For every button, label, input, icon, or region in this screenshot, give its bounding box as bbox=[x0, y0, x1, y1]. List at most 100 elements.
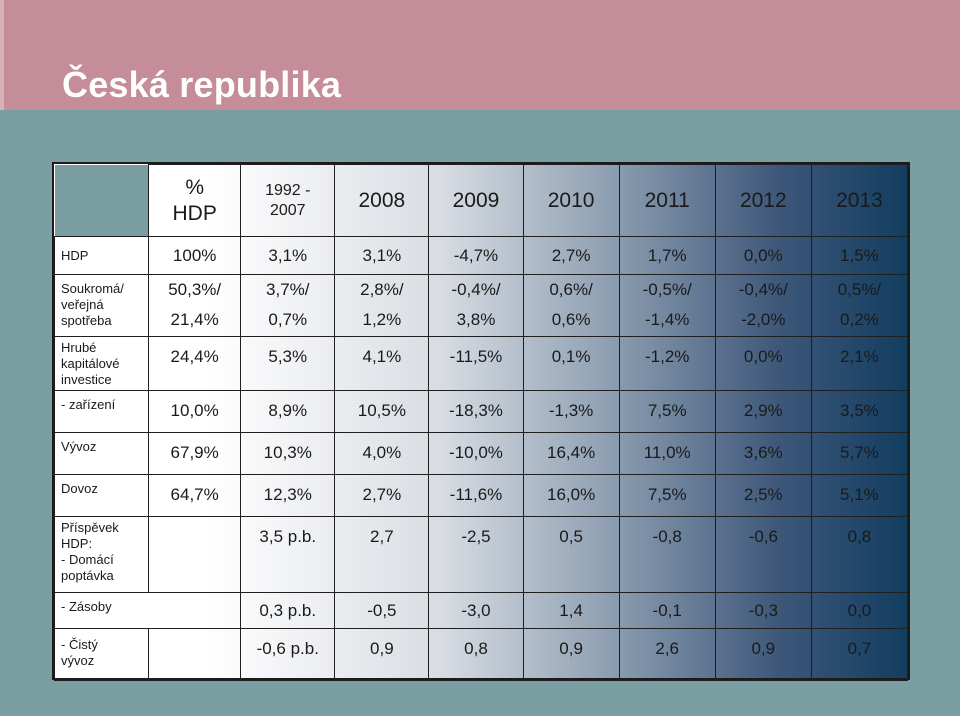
table-row-domaci-poptavka: Příspěvek HDP: - Domácí poptávka 3,5 p.b… bbox=[53, 516, 909, 593]
table-row-zarizeni: - zařízení 10,0% 8,9% 10,5% -18,3% -1,3%… bbox=[53, 390, 909, 433]
cell-spotreba-year: 0,6%/ 0,6% bbox=[522, 274, 620, 337]
header-period: 1992 - 2007 bbox=[240, 164, 336, 237]
cell-vyvoz-year: 4,0% bbox=[334, 432, 430, 475]
cell-hdp-year: 1,5% bbox=[810, 236, 909, 275]
cell-dovoz-year: 16,0% bbox=[522, 474, 620, 517]
row-label-line: HDP: bbox=[61, 536, 93, 551]
cell-zasoby-year: -3,0 bbox=[428, 592, 524, 629]
cell-zarizeni-period: 8,9% bbox=[240, 390, 336, 433]
cell-cisty-year: 0,9 bbox=[334, 628, 430, 681]
header-period-line2: 2007 bbox=[269, 201, 306, 219]
cell-cisty-year: 0,9 bbox=[522, 628, 620, 681]
cell-zasoby-year: 0,0 bbox=[810, 592, 909, 629]
cell-hdp-share: 100% bbox=[148, 236, 242, 275]
row-label-line: - Domácí bbox=[61, 552, 114, 567]
header-year: 2009 bbox=[428, 164, 524, 237]
cell-line: 0,7% bbox=[268, 310, 308, 329]
cell-dovoz-year: 5,1% bbox=[810, 474, 909, 517]
cell-cisty-year: 0,9 bbox=[714, 628, 812, 681]
cell-investice-year: -1,2% bbox=[618, 336, 716, 391]
header-corner bbox=[54, 164, 150, 237]
cell-spotreba-year: -0,4%/ -2,0% bbox=[714, 274, 812, 337]
cell-zarizeni-year: 2,9% bbox=[714, 390, 812, 433]
table-row-dovoz: Dovoz 64,7% 12,3% 2,7% -11,6% 16,0% 7,5%… bbox=[53, 474, 909, 517]
row-label-line: Hrubé bbox=[61, 340, 97, 355]
header-year: 2012 bbox=[714, 164, 812, 237]
cell-dovoz-share: 64,7% bbox=[148, 474, 242, 517]
cell-zarizeni-year: -1,3% bbox=[522, 390, 620, 433]
cell-line: -0,4%/ bbox=[738, 280, 788, 299]
row-label-line: investice bbox=[61, 372, 112, 387]
header-year: 2008 bbox=[334, 164, 430, 237]
cell-hdp-year: -4,7% bbox=[428, 236, 524, 275]
cell-spotreba-year: -0,5%/ -1,4% bbox=[618, 274, 716, 337]
cell-line: 3,7%/ bbox=[266, 280, 310, 299]
row-label-line: - Čistý bbox=[61, 637, 98, 652]
cell-domaci-year: -0,8 bbox=[618, 516, 716, 593]
cell-vyvoz-share: 67,9% bbox=[148, 432, 242, 475]
cell-line: -0,4%/ bbox=[451, 280, 501, 299]
cell-dovoz-year: -11,6% bbox=[428, 474, 524, 517]
cell-hdp-year: 3,1% bbox=[334, 236, 430, 275]
row-label-zasoby: - Zásoby bbox=[53, 592, 242, 629]
table-row-cisty-vyvoz: - Čistý vývoz -0,6 p.b. 0,9 0,8 0,9 2,6 … bbox=[53, 628, 909, 681]
table-row-vyvoz: Vývoz 67,9% 10,3% 4,0% -10,0% 16,4% 11,0… bbox=[53, 432, 909, 475]
cell-line: 2,8%/ bbox=[360, 280, 404, 299]
cell-investice-year: 0,1% bbox=[522, 336, 620, 391]
cell-domaci-year: 2,7 bbox=[334, 516, 430, 593]
cell-vyvoz-year: 3,6% bbox=[714, 432, 812, 475]
cell-investice-year: 2,1% bbox=[810, 336, 909, 391]
cell-zasoby-year: -0,1 bbox=[618, 592, 716, 629]
cell-line: 0,5%/ bbox=[837, 280, 882, 299]
slide-title: Česká republika bbox=[62, 64, 342, 105]
row-label-domaci-poptavka: Příspěvek HDP: - Domácí poptávka bbox=[53, 516, 150, 593]
cell-zasoby-year: 1,4 bbox=[522, 592, 620, 629]
cell-dovoz-period: 12,3% bbox=[240, 474, 336, 517]
cell-line: 0,2% bbox=[840, 310, 879, 329]
cell-cisty-share-empty bbox=[148, 628, 242, 681]
cell-zasoby-period: 0,3 p.b. bbox=[240, 592, 336, 629]
cell-domaci-period: 3,5 p.b. bbox=[240, 516, 336, 593]
cell-spotreba-period: 3,7%/ 0,7% bbox=[240, 274, 336, 337]
cell-hdp-period: 3,1% bbox=[240, 236, 336, 275]
row-label-vyvoz: Vývoz bbox=[53, 432, 150, 475]
header-year: 2013 bbox=[810, 164, 909, 237]
cell-zasoby-year: -0,5 bbox=[334, 592, 430, 629]
cell-line: 1,2% bbox=[362, 310, 402, 329]
cell-vyvoz-year: 11,0% bbox=[618, 432, 716, 475]
row-label-spotreba: Soukromá/ veřejná spotřeba bbox=[53, 274, 150, 337]
title-accent-strip bbox=[0, 0, 4, 110]
cell-hdp-year: 0,0% bbox=[714, 236, 812, 275]
header-row: % HDP 1992 - 2007 2008 2009 2010 2011 20… bbox=[54, 164, 909, 237]
cell-spotreba-share: 50,3%/ 21,4% bbox=[148, 274, 242, 337]
cell-cisty-year: 0,7 bbox=[810, 628, 909, 681]
cell-line: -1,4% bbox=[644, 310, 690, 329]
cell-zarizeni-year: 7,5% bbox=[618, 390, 716, 433]
cell-domaci-year: 0,5 bbox=[522, 516, 620, 593]
row-label-line: poptávka bbox=[61, 568, 114, 583]
row-label-zarizeni: - zařízení bbox=[53, 390, 150, 433]
cell-hdp-year: 1,7% bbox=[618, 236, 716, 275]
table-row-hdp: HDP 100% 3,1% 3,1% -4,7% 2,7% 1,7% 0,0% … bbox=[53, 236, 909, 275]
cell-spotreba-year: 2,8%/ 1,2% bbox=[334, 274, 430, 337]
cell-vyvoz-year: -10,0% bbox=[428, 432, 524, 475]
cell-domaci-share-empty bbox=[148, 516, 242, 593]
cell-cisty-period: -0,6 p.b. bbox=[240, 628, 336, 681]
cell-line: 0,6%/ bbox=[549, 280, 593, 299]
cell-zasoby-year: -0,3 bbox=[714, 592, 812, 629]
cell-investice-year: 4,1% bbox=[334, 336, 430, 391]
cell-zarizeni-year: -18,3% bbox=[428, 390, 524, 433]
header-unit-line2: HDP bbox=[172, 201, 217, 225]
cell-zarizeni-share: 10,0% bbox=[148, 390, 242, 433]
row-label-investice: Hrubé kapitálové investice bbox=[53, 336, 150, 391]
cell-domaci-year: 0,8 bbox=[810, 516, 909, 593]
cell-investice-year: -11,5% bbox=[428, 336, 524, 391]
cell-investice-year: 0,0% bbox=[714, 336, 812, 391]
row-label-line: Příspěvek bbox=[61, 520, 119, 535]
cell-line: 50,3%/ bbox=[168, 280, 222, 299]
cell-vyvoz-period: 10,3% bbox=[240, 432, 336, 475]
economic-indicators-table: % HDP 1992 - 2007 2008 2009 2010 2011 20… bbox=[52, 162, 910, 681]
cell-spotreba-year: -0,4%/ 3,8% bbox=[428, 274, 524, 337]
row-label-line: veřejná bbox=[61, 297, 104, 312]
header-period-line1: 1992 - bbox=[265, 181, 311, 199]
